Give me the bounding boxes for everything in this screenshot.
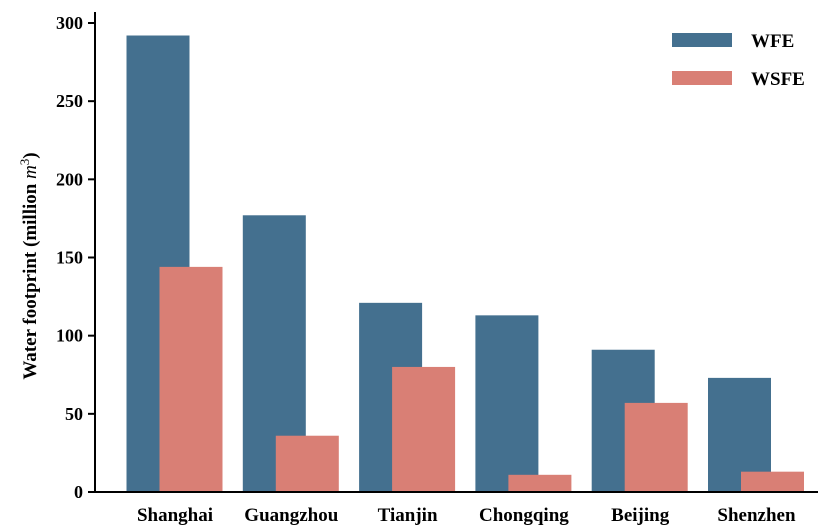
legend-label-wfe: WFE <box>751 31 794 52</box>
x-category-label: Shenzhen <box>717 505 796 526</box>
y-tick-label: 100 <box>56 326 83 346</box>
bar-wsfe-beijing <box>624 402 688 492</box>
y-tick-label: 150 <box>56 248 83 268</box>
legend-swatch-wsfe <box>672 71 732 85</box>
x-axis-labels: Shanghai Guangzhou Tianjin Chongqing Beijing… <box>137 505 796 526</box>
y-axis-title: Water footprint (million m3) <box>17 152 41 379</box>
x-category-label: Beijing <box>611 505 670 526</box>
y-tick-label: 50 <box>65 404 83 424</box>
y-axis-title-unit: m <box>20 165 41 179</box>
x-category-label: Shanghai <box>137 505 213 526</box>
x-category-label: Tianjin <box>378 505 438 526</box>
legend-label-wsfe: WSFE <box>751 69 805 90</box>
legend: WFE WSFE <box>672 31 805 90</box>
y-axis-title-close: ) <box>20 152 41 158</box>
y-tick-label: 0 <box>74 482 83 502</box>
bar-wsfe-shanghai <box>159 266 223 492</box>
bar-wsfe-shenzhen <box>741 471 804 492</box>
y-axis-title-main: Water footprint (million <box>20 179 41 380</box>
bar-wsfe-tianjin <box>392 366 456 492</box>
y-axis-ticks: 0 50 100 150 200 250 300 <box>56 13 95 502</box>
x-category-label: Guangzhou <box>244 505 338 526</box>
bar-wsfe-chongqing <box>508 474 572 492</box>
y-axis-title-exponent: 3 <box>17 159 32 166</box>
y-tick-label: 300 <box>56 13 83 33</box>
y-tick-label: 250 <box>56 91 83 111</box>
bar-wsfe-guangzhou <box>275 435 339 492</box>
legend-swatch-wfe <box>672 33 732 47</box>
bar-wfe-chongqing <box>475 315 539 492</box>
x-category-label: Chongqing <box>479 505 569 526</box>
bars-group <box>126 35 804 493</box>
y-tick-label: 200 <box>56 169 83 189</box>
